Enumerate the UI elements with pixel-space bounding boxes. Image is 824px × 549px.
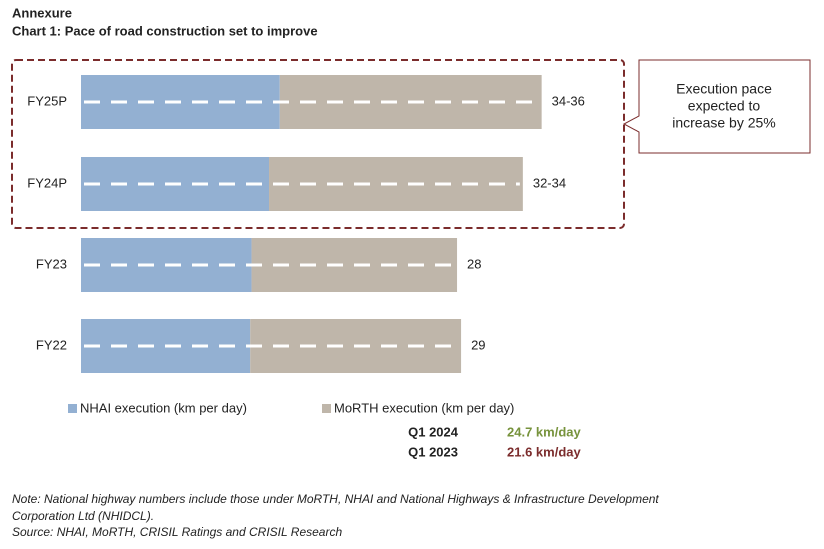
legend-label: MoRTH execution (km per day) (334, 400, 514, 415)
category-label: FY23 (36, 256, 67, 271)
summary-label: Q1 2023 (408, 444, 458, 459)
header-label: Annexure (12, 5, 72, 20)
note: Note: National highway numbers include t… (12, 492, 659, 506)
legend-swatch (68, 404, 77, 413)
source: Source: NHAI, MoRTH, CRISIL Ratings and … (12, 525, 342, 539)
legend-swatch (322, 404, 331, 413)
callout-box (622, 59, 811, 154)
total-label: 29 (471, 337, 485, 352)
category-label: FY22 (36, 337, 67, 352)
summary-label: Q1 2024 (408, 424, 459, 439)
callout-text: expected to (688, 98, 761, 114)
highlight-box (11, 59, 625, 229)
category-label: FY25P (27, 93, 67, 108)
category-label: FY24P (27, 175, 67, 190)
callout-text: increase by 25% (672, 115, 776, 131)
total-label: 34-36 (552, 93, 585, 108)
note: Corporation Ltd (NHIDCL). (12, 509, 154, 523)
summary-value: 21.6 km/day (507, 444, 581, 459)
callout-text: Execution pace (676, 81, 772, 97)
legend-label: NHAI execution (km per day) (80, 400, 247, 415)
summary-value: 24.7 km/day (507, 424, 581, 439)
chart-title: Chart 1: Pace of road construction set t… (12, 23, 318, 38)
total-label: 28 (467, 256, 481, 271)
total-label: 32-34 (533, 175, 566, 190)
